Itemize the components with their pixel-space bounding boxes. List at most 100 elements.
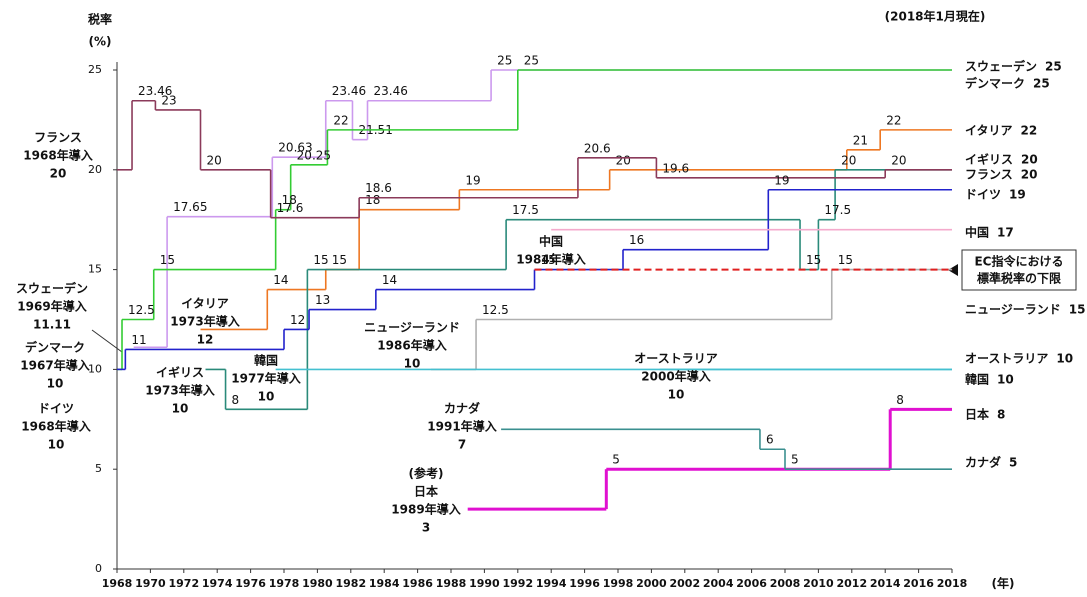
value-label: 23.46 — [332, 84, 366, 98]
annotation: 1969年導入 — [17, 299, 86, 314]
value-label: 23 — [161, 93, 176, 107]
annotation: 1973年導入 — [170, 314, 239, 329]
end-label-value: 20 — [1021, 168, 1038, 182]
end-label-value: 25 — [1033, 77, 1050, 91]
end-label-value: 20 — [1021, 153, 1038, 167]
value-label: 20.63 — [278, 141, 312, 155]
x-tick-label: 1992 — [502, 577, 533, 590]
x-tick-label: 2004 — [703, 577, 734, 590]
annotation: カナダ — [444, 401, 480, 416]
end-label-name: 中国 — [965, 225, 989, 240]
value-label: 17.5 — [824, 203, 851, 217]
value-label: 20 — [891, 153, 906, 167]
value-label: 16 — [629, 233, 644, 247]
end-label-value: 10 — [1056, 352, 1073, 366]
annotation: 中国 — [539, 234, 563, 249]
value-label: 12 — [290, 313, 305, 327]
value-label: 22 — [886, 113, 901, 127]
end-label-value: 10 — [997, 373, 1014, 387]
annotation: 1967年導入 — [20, 358, 89, 373]
value-label: 8 — [232, 393, 240, 407]
y-tick-label: 25 — [88, 63, 102, 76]
annotation: 日本 — [414, 484, 438, 499]
value-label: 15 — [160, 253, 175, 267]
value-label: 25 — [524, 54, 539, 68]
value-label: 17.65 — [173, 200, 207, 214]
value-label: 22 — [333, 113, 348, 127]
annotation: デンマーク — [25, 340, 85, 355]
value-label: 20 — [841, 153, 856, 167]
ec-box — [961, 249, 1077, 291]
value-label: 5 — [612, 453, 620, 467]
annotation: 1973年導入 — [145, 383, 214, 398]
annotation: 1989年導入 — [391, 502, 460, 517]
end-label-name: ニュージーランド — [965, 303, 1061, 317]
y-tick-label: 20 — [88, 163, 102, 176]
value-label: 18 — [365, 193, 380, 207]
ec-label: 標準税率の下限 — [977, 271, 1061, 286]
end-label-name: デンマーク — [965, 76, 1025, 91]
x-tick-label: 2006 — [736, 577, 767, 590]
annotation: 1991年導入 — [427, 419, 496, 434]
value-label: 17.5 — [512, 203, 539, 217]
annotation: 10 — [258, 390, 275, 404]
annotation: ニュージーランド — [364, 321, 460, 335]
end-label-value: 15 — [1069, 303, 1086, 317]
end-label-name: フランス — [965, 168, 1013, 182]
end-label-name: 韓国 — [965, 372, 989, 387]
value-label: 15 — [313, 253, 328, 267]
x-tick-label: 1986 — [402, 577, 433, 590]
x-tick-label: 1974 — [202, 577, 233, 590]
annotation: フランス — [34, 131, 82, 145]
annotation: スウェーデン — [16, 281, 88, 296]
end-label-value: 19 — [1009, 188, 1026, 202]
value-label: 12.5 — [128, 303, 155, 317]
y-axis-label: 税率 — [88, 12, 112, 27]
annotation: (参考) — [409, 466, 444, 481]
x-tick-label: 1994 — [536, 577, 567, 590]
end-label-value: 17 — [997, 226, 1014, 240]
value-label: 25 — [497, 54, 512, 68]
x-tick-label: 2016 — [903, 577, 934, 590]
annotation: 10 — [668, 388, 685, 402]
value-label: 8 — [896, 393, 904, 407]
x-tick-label: 1996 — [569, 577, 600, 590]
x-tick-label: 1982 — [335, 577, 366, 590]
end-label-name: イギリス — [965, 152, 1013, 167]
end-label-name: カナダ — [965, 455, 1001, 470]
value-label: 20.25 — [297, 148, 331, 162]
value-label: 19 — [774, 173, 789, 187]
y-tick-label: 10 — [88, 362, 102, 375]
value-label: 20 — [207, 153, 222, 167]
value-label: 20.6 — [584, 141, 611, 155]
annotation: 1986年導入 — [377, 338, 446, 353]
end-label-name: スウェーデン — [965, 59, 1037, 74]
x-tick-label: 2010 — [803, 577, 834, 590]
x-tick-label: 1972 — [168, 577, 199, 590]
annotation: 1984年導入 — [516, 252, 585, 267]
value-label: 6 — [766, 433, 774, 447]
value-label: 18 — [282, 193, 297, 207]
annotation: 10 — [172, 402, 189, 416]
annotation: 10 — [404, 357, 421, 371]
value-label: 15 — [541, 253, 556, 267]
x-tick-label: 2014 — [870, 577, 901, 590]
annotation: 1968年導入 — [23, 148, 92, 163]
value-label: 5 — [791, 453, 799, 467]
annotation: 3 — [422, 521, 430, 535]
value-label: 11 — [131, 333, 146, 347]
annotation: 12 — [197, 333, 214, 347]
annotation: イギリス — [156, 365, 204, 380]
annotation: 10 — [47, 377, 64, 391]
annotation: 10 — [48, 438, 65, 452]
value-label: 15 — [332, 253, 347, 267]
x-tick-label: 1970 — [135, 577, 166, 590]
annotation: 7 — [458, 438, 466, 452]
ec-arrow — [948, 264, 958, 276]
value-label: 14 — [382, 273, 397, 287]
value-label: 23.46 — [374, 84, 408, 98]
annotation: 1977年導入 — [231, 371, 300, 386]
end-label-name: 日本 — [965, 407, 989, 422]
x-tick-label: 1976 — [235, 577, 266, 590]
x-tick-label: 1998 — [603, 577, 634, 590]
